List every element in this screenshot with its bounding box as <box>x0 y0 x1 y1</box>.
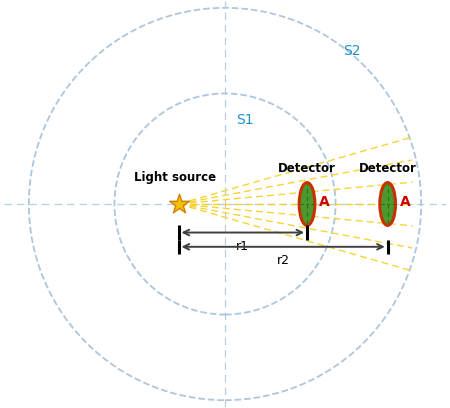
Ellipse shape <box>299 183 315 225</box>
Text: Detector: Detector <box>359 162 417 175</box>
Text: Light source: Light source <box>134 171 216 184</box>
Text: A: A <box>319 195 330 209</box>
Text: r1: r1 <box>236 239 249 253</box>
Point <box>175 201 182 207</box>
Text: Detector: Detector <box>278 162 336 175</box>
Ellipse shape <box>380 183 396 225</box>
Text: r2: r2 <box>277 254 290 267</box>
Text: S1: S1 <box>236 113 253 127</box>
Text: A: A <box>400 195 410 209</box>
Text: S2: S2 <box>343 44 360 58</box>
